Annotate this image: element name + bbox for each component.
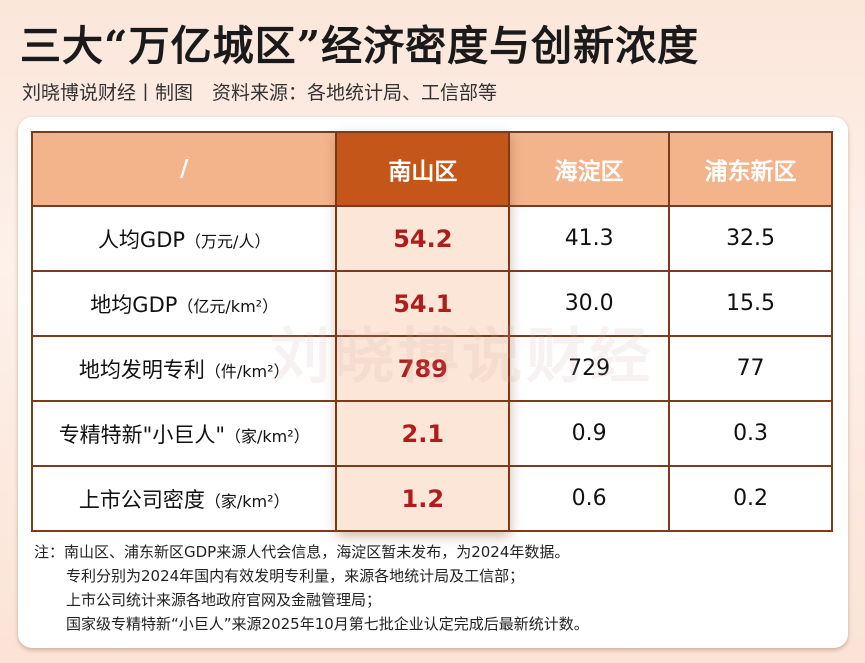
value-cell: 77 <box>668 335 833 402</box>
value-cell-highlight: 54.2 <box>335 205 511 272</box>
column-header: 浦东新区 <box>668 131 833 207</box>
row-label: 上市公司密度 <box>78 487 205 512</box>
row-unit: （家/km²） <box>225 426 310 446</box>
column-header: / <box>30 131 338 207</box>
table-row: 人均GDP（万元/人） 54.2 41.3 32.5 <box>30 205 833 272</box>
table-row: 专精特新"小巨人"（家/km²） 2.1 0.9 0.3 <box>30 400 833 467</box>
row-label-cell: 专精特新"小巨人"（家/km²） <box>30 400 338 467</box>
note-line: 注：南山区、浦东新区GDP来源人代会信息，海淀区暂未发布，为2024年数据。 <box>34 543 570 561</box>
value-cell-highlight: 1.2 <box>335 465 511 532</box>
table-row: 地均GDP（亿元/km²） 54.1 30.0 15.5 <box>30 270 833 337</box>
table-row: 地均发明专利（件/km²） 789 729 77 <box>30 335 833 402</box>
row-unit: （家/km²） <box>204 491 290 511</box>
value-cell: 41.3 <box>508 205 671 272</box>
row-label: 人均GDP <box>97 227 186 252</box>
value-cell-highlight: 789 <box>335 335 511 402</box>
value-cell: 15.5 <box>668 270 833 337</box>
row-unit: （件/km²） <box>204 361 290 381</box>
column-header-highlight: 南山区 <box>335 131 511 207</box>
note-line: 上市公司统计来源各地政府官网及金融管理局； <box>66 591 382 609</box>
row-label: 地均GDP <box>90 292 178 317</box>
value-cell: 0.3 <box>668 400 833 467</box>
row-label-cell: 上市公司密度（家/km²） <box>30 465 338 532</box>
value-cell: 30.0 <box>508 270 671 337</box>
note-line: 专利分别为2024年国内有效发明专利量，来源各地统计局及工信部； <box>66 567 525 585</box>
row-label: 专精特新"小巨人" <box>58 422 226 447</box>
page-title: 三大“万亿城区”经济密度与创新浓度 <box>20 22 700 70</box>
row-label-cell: 人均GDP（万元/人） <box>30 205 338 272</box>
row-label-cell: 地均发明专利（件/km²） <box>30 335 338 402</box>
subtitle: 刘晓博说财经丨制图 资料来源：各地统计局、工信部等 <box>22 82 498 104</box>
value-cell: 0.2 <box>668 465 833 532</box>
column-header: 海淀区 <box>508 131 671 207</box>
data-table: / 南山区 海淀区 浦东新区 人均GDP（万元/人） 54.2 41.3 32.5 地均… <box>30 131 833 532</box>
value-cell-highlight: 54.1 <box>335 270 511 337</box>
watermark: 刘晓博说财经 <box>270 322 654 392</box>
value-cell: 32.5 <box>668 205 833 272</box>
value-cell: 0.9 <box>508 400 671 467</box>
note-line: 国家级专精特新“小巨人”来源2025年10月第七批企业认定完成后最新统计数。 <box>66 615 589 633</box>
value-cell: 0.6 <box>508 465 671 532</box>
value-cell-highlight: 2.1 <box>335 400 511 467</box>
notes: 注：南山区、浦东新区GDP来源人代会信息，海淀区暂未发布，为2024年数据。 专… <box>34 540 589 636</box>
row-unit: （万元/人） <box>185 231 271 251</box>
row-label-cell: 地均GDP（亿元/km²） <box>30 270 338 337</box>
table-row: 上市公司密度（家/km²） 1.2 0.6 0.2 <box>30 465 833 532</box>
header-row: / 南山区 海淀区 浦东新区 <box>30 131 833 207</box>
value-cell: 729 <box>508 335 671 402</box>
row-label: 地均发明专利 <box>78 357 205 382</box>
row-unit: （亿元/km²） <box>177 296 279 316</box>
